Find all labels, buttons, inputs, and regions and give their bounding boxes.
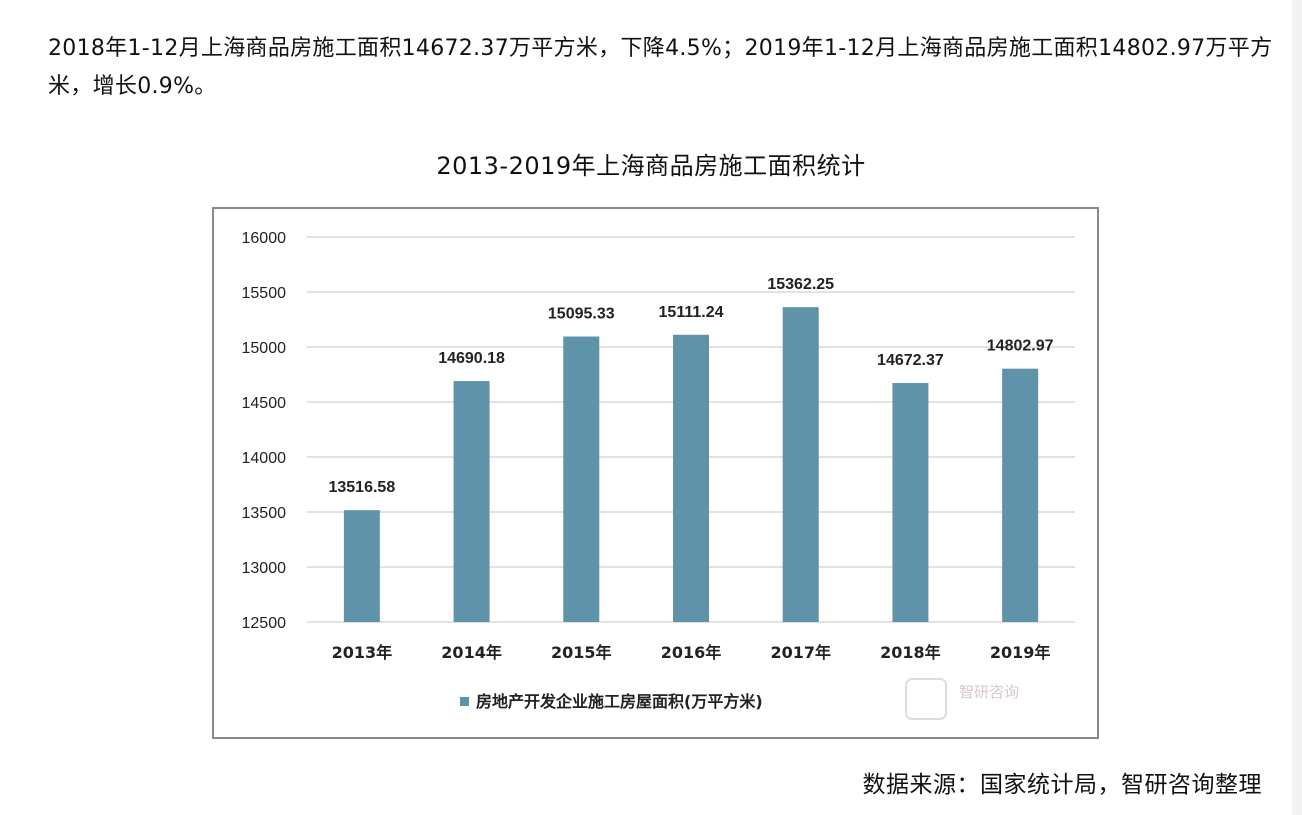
data-label: 15111.24 [659,304,724,321]
y-tick-label: 14500 [242,395,287,412]
intro-paragraph: 2018年1-12月上海商品房施工面积14672.37万平方米，下降4.5%；2… [48,36,1273,99]
data-label: 15095.33 [548,306,615,323]
y-tick-label: 14000 [242,450,287,467]
data-label: 14672.37 [877,352,944,369]
page-edge [1292,0,1302,815]
watermark-logo-icon [905,678,947,720]
chart-title: 2013-2019年上海商品房施工面积统计 [436,152,866,180]
source-note: 数据来源：国家统计局，智研咨询整理 [862,772,1262,798]
watermark: 智研咨询 [959,683,1019,701]
bar [1002,368,1039,622]
x-tick-label: 2018年 [880,643,941,662]
data-label: 13516.58 [328,479,395,496]
y-tick-label: 16000 [242,230,287,247]
legend-label: 房地产开发企业施工房屋面积(万平方米) [476,692,763,711]
data-label: 15362.25 [767,276,834,293]
x-tick-label: 2015年 [551,643,612,662]
bar [343,510,380,622]
x-tick-label: 2014年 [441,643,502,662]
chart-svg: 12500 13000 13500 14000 14500 15000 15500 16000… [242,230,1075,720]
y-tick-label: 12500 [242,615,287,632]
y-tick-label: 15500 [242,285,287,302]
y-tick-label: 13500 [242,505,287,522]
x-tick-label: 2013年 [332,643,393,662]
x-tick-label: 2019年 [990,643,1051,662]
bar [782,307,819,622]
data-label: 14802.97 [987,338,1054,355]
x-tick-label: 2016年 [661,643,722,662]
bar [453,381,490,622]
x-tick-label: 2017年 [770,643,831,662]
y-tick-label: 13000 [242,560,287,577]
chart-area: 12500 13000 13500 14000 14500 15000 15500 16000… [212,207,1099,739]
bar [563,336,600,622]
bar [673,334,709,622]
bar [892,383,929,622]
data-label: 14690.18 [438,350,505,367]
y-tick-label: 15000 [242,340,287,357]
legend-swatch [460,697,469,706]
